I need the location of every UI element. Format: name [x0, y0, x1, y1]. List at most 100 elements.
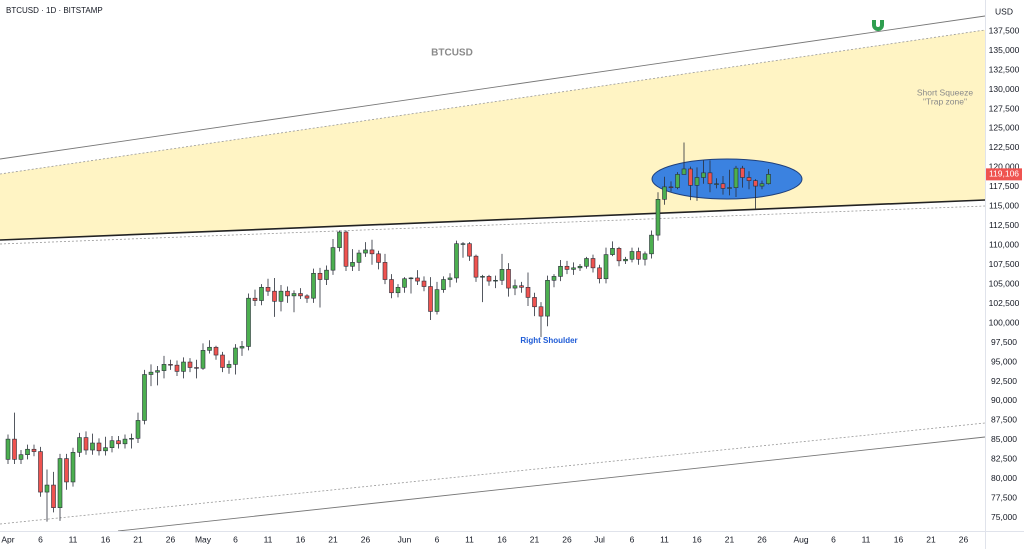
lower-dotted-line: [0, 422, 986, 525]
candle-body: [714, 183, 719, 185]
candle-body: [168, 364, 173, 366]
candle-body: [675, 174, 680, 188]
candle-body: [12, 438, 17, 460]
candle-body: [766, 174, 771, 185]
candle-body: [220, 354, 225, 368]
y-tick-label: 130,000: [989, 84, 1020, 94]
y-tick-label: 77,500: [991, 493, 1017, 503]
candle-body: [213, 346, 219, 356]
y-tick-label: 87,500: [991, 415, 1017, 425]
candle-body: [369, 249, 375, 255]
candle-body: [200, 350, 206, 369]
candle-body: [623, 258, 628, 262]
last-price-label: 119,106: [989, 169, 1019, 179]
x-tick-label: 26: [166, 534, 176, 544]
candle-body: [70, 452, 76, 483]
candle-body: [272, 290, 277, 302]
y-tick-label: 125,000: [989, 123, 1020, 133]
candle-body: [733, 167, 739, 188]
candle-body: [584, 258, 589, 267]
candle-body: [226, 364, 232, 368]
candle-body: [285, 290, 290, 297]
candle-body: [746, 177, 752, 181]
candle-body: [428, 286, 433, 312]
candle-body: [564, 265, 570, 270]
candle-body: [142, 374, 147, 421]
candle-body: [441, 279, 446, 290]
y-tick-label: 80,000: [991, 473, 1017, 483]
upper-trendline: [0, 15, 986, 160]
y-tick-label: 107,500: [989, 259, 1020, 269]
candle-body: [233, 347, 238, 365]
x-tick-label: 16: [296, 534, 306, 544]
y-tick-label: 92,500: [991, 376, 1017, 386]
candle-body: [460, 243, 466, 245]
x-tick-label: 26: [959, 534, 969, 544]
candle-body: [350, 262, 355, 267]
candle-body: [454, 243, 459, 279]
y-tick-label: 110,000: [989, 240, 1019, 250]
candle-body: [506, 269, 511, 289]
candle-body: [246, 297, 251, 347]
candle-body: [129, 438, 134, 440]
y-tick-label: 120,000: [989, 162, 1020, 172]
candle-body: [57, 458, 63, 508]
candle-body: [207, 346, 212, 351]
candle-body: [382, 262, 388, 280]
candle-body: [759, 183, 765, 187]
y-tick-label: 85,000: [991, 434, 1017, 444]
candle-body: [5, 438, 11, 460]
candle-body: [109, 440, 115, 448]
x-tick-label: 6: [38, 534, 43, 544]
candle-body: [265, 287, 271, 292]
y-tick-label: 132,500: [989, 64, 1020, 74]
candle-body: [356, 252, 362, 263]
x-tick-label: 11: [465, 534, 474, 544]
candle-body: [616, 248, 622, 262]
candle-body: [499, 269, 505, 281]
candle-body: [590, 258, 596, 269]
candle-body: [558, 265, 563, 277]
candle-body: [252, 297, 258, 301]
candle-body: [317, 272, 323, 280]
candle-body: [642, 253, 648, 260]
candle-body: [551, 276, 557, 281]
y-tick-label: 122,500: [989, 142, 1020, 152]
y-tick-label: 127,500: [989, 103, 1020, 113]
candle-body: [376, 253, 381, 263]
candle-body: [135, 420, 141, 439]
support-dotted-line: [0, 205, 986, 245]
candle-body: [38, 451, 43, 493]
candle-body: [363, 249, 368, 254]
candle-body: [161, 364, 167, 371]
candle-body: [571, 267, 576, 270]
candle-body: [337, 231, 342, 248]
candle-body: [304, 295, 310, 299]
x-tick-label: Jun: [398, 534, 412, 544]
support-trendline: [0, 199, 986, 241]
x-tick-label: 26: [562, 534, 572, 544]
x-tick-label: 16: [497, 534, 507, 544]
x-tick-label: 16: [692, 534, 702, 544]
candle-body: [116, 440, 121, 445]
candle-body: [96, 442, 102, 452]
candle-body: [681, 168, 687, 175]
candle-body: [532, 297, 537, 308]
header: BTCUSD · 1D · BITSTAMP: [6, 6, 103, 15]
y-tick-label: 75,000: [991, 512, 1017, 522]
candle-body: [421, 280, 427, 287]
x-tick-label: 21: [926, 534, 936, 544]
candle-body: [610, 248, 615, 255]
candle-body: [291, 293, 297, 297]
candle-body: [31, 448, 37, 452]
candle-body: [148, 371, 154, 375]
candle-body: [239, 346, 245, 349]
candle-body: [668, 186, 674, 188]
candle-body: [259, 287, 264, 301]
candle-body: [181, 361, 186, 372]
x-tick-label: 16: [101, 534, 111, 544]
candle-body: [174, 364, 180, 372]
last-price-box: [986, 168, 1022, 181]
y-tick-label: 90,000: [991, 395, 1017, 405]
